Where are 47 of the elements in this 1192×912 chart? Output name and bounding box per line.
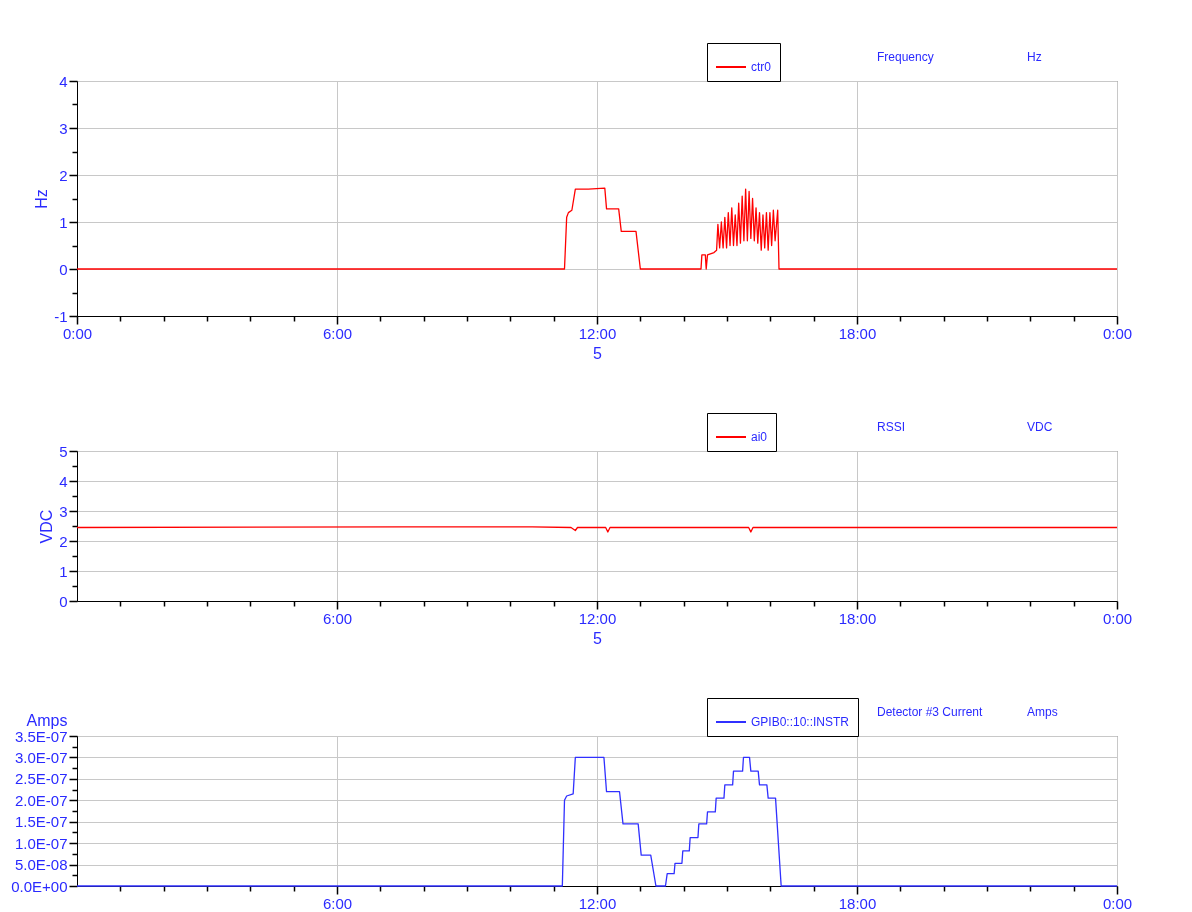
legend-label: ai0: [751, 430, 768, 444]
text: Frequency: [877, 50, 934, 64]
text: Hz: [1027, 50, 1042, 64]
x-tick-label: 18:00: [838, 894, 877, 912]
y-axis-title: Amps: [26, 711, 68, 729]
x-tick-label: 12:00: [578, 324, 617, 342]
y-tick-label: 1: [59, 213, 68, 231]
y-tick-label: 2: [59, 532, 68, 550]
y-tick-label: 1.5E-07: [14, 813, 68, 831]
x-tick-label: 12:00: [578, 894, 617, 912]
x-tick-label: 18:00: [838, 324, 877, 342]
y-tick-label: 0: [59, 260, 68, 278]
y-tick-label: 5.0E-08: [14, 856, 68, 874]
text: VDC: [1027, 420, 1053, 434]
legend-label: ctr0: [751, 60, 772, 74]
text: Detector #3 Current: [877, 705, 984, 719]
y-tick-label: 2.0E-07: [14, 791, 68, 809]
y-tick-label: 1: [59, 562, 68, 580]
x-tick-label: 0:00: [1102, 894, 1133, 912]
x-tick-label: 0:00: [1102, 324, 1133, 342]
y-tick-label: 3.0E-07: [14, 748, 68, 766]
y-axis-title: Hz: [33, 189, 51, 209]
y-tick-label: -1: [54, 307, 68, 325]
y-tick-label: 3: [59, 119, 68, 137]
x-tick-label: 6:00: [322, 894, 353, 912]
x-axis-title: 5: [593, 629, 603, 647]
x-tick-label: 6:00: [322, 609, 353, 627]
line-series: [76, 187, 1118, 270]
y-tick-label: 2: [59, 166, 68, 184]
y-tick-label: 0: [59, 592, 68, 610]
x-tick-label: 18:00: [838, 609, 877, 627]
y-tick-label: 2.5E-07: [14, 770, 68, 788]
y-tick-label: 4: [59, 72, 68, 90]
y-tick-label: 1.0E-07: [14, 834, 68, 852]
x-tick-label: 6:00: [322, 324, 353, 342]
y-tick-label: 3: [59, 502, 68, 520]
y-axis-title: VDC: [38, 509, 56, 544]
x-tick-label: 12:00: [578, 609, 617, 627]
y-tick-label: 4: [59, 472, 68, 490]
y-tick-label: 0.0E+00: [11, 877, 68, 895]
x-tick-label: 0:00: [1102, 609, 1133, 627]
legend-label: GPIB0::10::INSTR: [751, 715, 850, 729]
y-tick-label: 5: [59, 442, 68, 460]
x-tick-label: 0:00: [62, 324, 93, 342]
text: RSSI: [877, 420, 906, 434]
x-axis-title: 5: [593, 344, 603, 362]
text: Amps: [1027, 705, 1058, 719]
